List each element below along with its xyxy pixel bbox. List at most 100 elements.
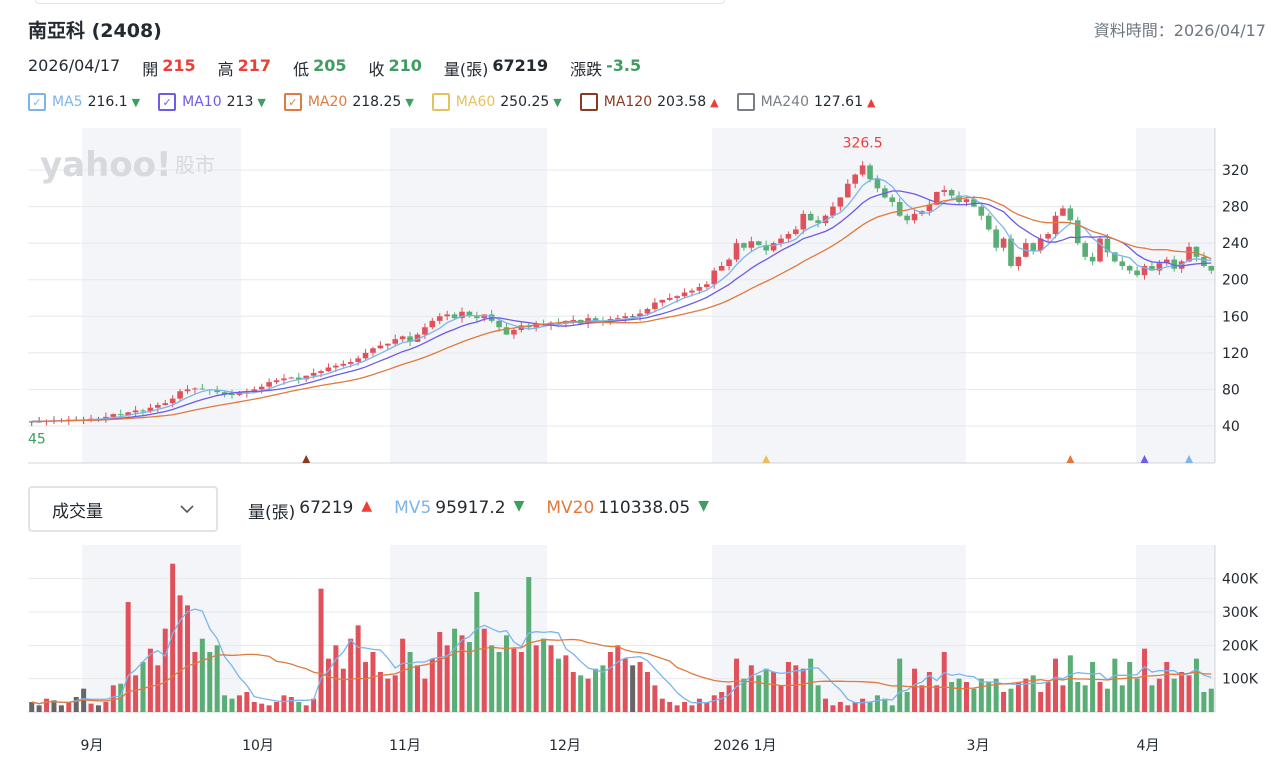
candle — [199, 388, 206, 390]
ma-name: MA5 — [52, 94, 83, 110]
high-label: 高 — [217, 60, 234, 79]
candle — [1089, 256, 1096, 262]
ma-name: MA60 — [455, 94, 496, 110]
checkbox-icon[interactable]: ✓ — [158, 93, 177, 111]
candle — [963, 199, 970, 203]
yahoo-logo-watermark: yahoo! — [40, 145, 172, 185]
candle — [874, 179, 881, 189]
volume-bar — [919, 685, 925, 712]
checkbox-icon[interactable] — [736, 93, 755, 111]
trend-up-icon: ▲ — [710, 95, 719, 109]
ma-toggle-ma240[interactable]: MA240 127.61 ▲ — [736, 93, 875, 111]
volume-bar — [971, 688, 977, 712]
candle — [896, 202, 903, 216]
top-tabs[interactable] — [35, 0, 725, 4]
mv20-line — [31, 638, 1212, 705]
volume-bar — [733, 658, 739, 712]
candle — [155, 404, 161, 408]
max-price-label: 326.5 — [843, 135, 883, 151]
volume-bar — [274, 702, 280, 712]
candle — [830, 206, 836, 216]
ma-name: MA240 — [760, 94, 809, 110]
candle — [1067, 208, 1074, 221]
ma-value: 213 — [226, 94, 254, 110]
month-band — [390, 128, 547, 463]
volume-bar — [429, 658, 435, 712]
volume-bar — [593, 668, 599, 712]
price-chart: 40 80 120 160 200 240 280 320 yahoo! 股市 326.5 45 — [28, 128, 1249, 464]
candle — [852, 174, 858, 184]
volume-bar — [563, 655, 569, 712]
candle — [629, 316, 636, 318]
ma-toggle-ma120[interactable]: MA120 203.58 ▲ — [579, 93, 719, 111]
volume-bar — [229, 698, 235, 712]
volume-bar — [459, 635, 465, 712]
volume-bar — [1193, 658, 1199, 712]
candle — [451, 314, 458, 319]
volume-bar — [963, 682, 969, 712]
candle — [748, 241, 755, 248]
checkbox-icon[interactable] — [431, 93, 450, 111]
volume-bar — [58, 705, 64, 712]
candle — [377, 345, 384, 349]
volume-bar — [600, 665, 606, 712]
chevron-down-icon — [180, 505, 194, 514]
candle — [503, 327, 510, 335]
quote-summary: 2026/04/17 開 215 高 217 低 205 收 210 量(張) 67219… — [28, 56, 645, 80]
volume-bar — [667, 702, 673, 712]
candle — [162, 403, 169, 405]
ma-toggle-ma20[interactable]: ✓ MA20 218.25 ▼ — [283, 93, 414, 111]
price-tick: 40 — [1222, 419, 1240, 435]
ma-toggle-ma5[interactable]: ✓ MA5 216.1 ▼ — [28, 93, 140, 111]
volume-bar — [392, 675, 398, 712]
candle — [666, 298, 673, 300]
ma-toggle-ma60[interactable]: MA60 250.25 ▼ — [431, 93, 562, 111]
month-band — [712, 545, 966, 712]
candle — [370, 348, 376, 353]
volume-bar — [711, 695, 717, 712]
open-value: 215 — [162, 56, 196, 75]
candle — [614, 318, 621, 320]
volume-bar — [1208, 688, 1214, 712]
volume-bar — [51, 700, 57, 712]
candle — [1186, 246, 1192, 262]
candle — [474, 316, 480, 319]
volume-bar — [704, 702, 710, 712]
candle — [229, 394, 235, 396]
volume-bar — [325, 658, 331, 712]
candle — [1149, 266, 1155, 271]
volume-bar — [674, 705, 680, 712]
checkbox-icon[interactable]: ✓ — [28, 93, 46, 111]
candle — [221, 392, 228, 395]
ma-toggle-ma10[interactable]: ✓ MA10 213 ▼ — [158, 93, 266, 111]
candle — [622, 316, 629, 319]
candle — [436, 316, 443, 321]
ma-value: 203.58 — [657, 94, 707, 110]
volume-bar — [236, 695, 242, 712]
checkbox-icon[interactable]: ✓ — [283, 93, 302, 111]
month-band — [712, 128, 966, 463]
mv20-value: 110338.05 — [598, 498, 691, 518]
price-tick: 160 — [1222, 309, 1249, 325]
candle — [117, 414, 124, 416]
candle — [169, 398, 176, 404]
volume-bar — [377, 672, 383, 712]
candle — [1141, 266, 1148, 276]
checkbox-icon[interactable] — [579, 93, 598, 111]
candle — [132, 410, 139, 413]
candle — [1000, 238, 1007, 248]
volume-bar — [785, 662, 791, 712]
volume-bar — [88, 703, 94, 712]
volume-bar — [949, 682, 955, 712]
indicator-select[interactable]: 成交量 — [28, 486, 218, 532]
signal-marker — [1066, 455, 1075, 463]
vol-trend-up-icon: ▲ — [361, 498, 373, 514]
candle — [281, 378, 287, 381]
open-label: 開 — [142, 60, 159, 79]
candle — [1163, 259, 1170, 264]
volume-tick: 100K — [1222, 672, 1259, 688]
candle — [347, 362, 354, 364]
volume-bar — [452, 628, 458, 712]
volume-chart: 100K 200K 300K 400K — [28, 545, 1259, 713]
candle — [1104, 238, 1111, 253]
